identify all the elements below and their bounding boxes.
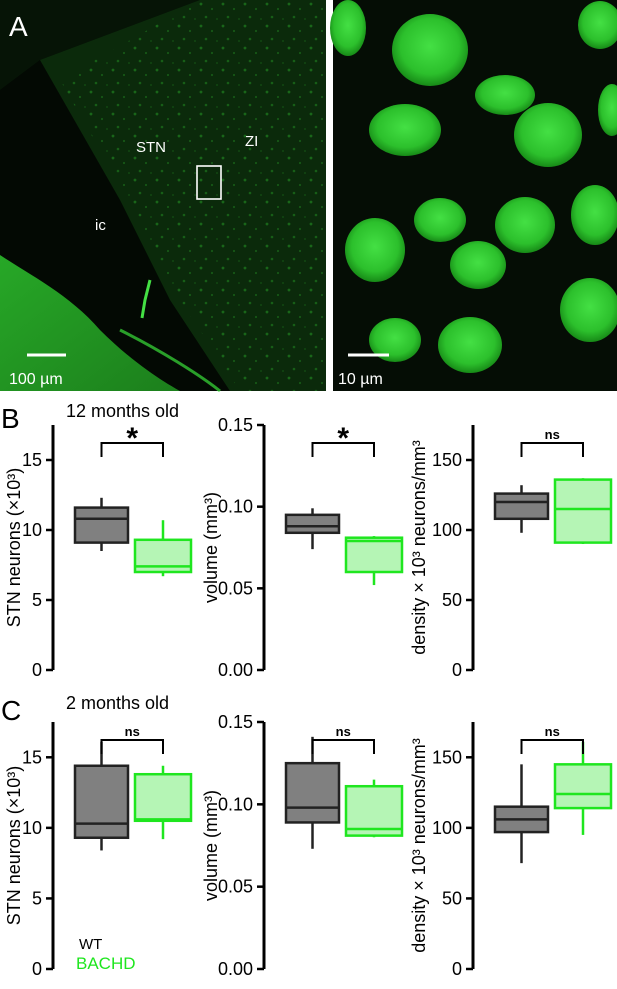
y-axis-label: STN neurons (×10³) [4, 468, 24, 628]
y-tick-label: 100 [432, 818, 462, 838]
y-axis-label: density × 10³ neurons/mm³ [409, 738, 429, 953]
y-tick-label: 0 [32, 660, 42, 680]
y-tick-label: 0.15 [218, 712, 253, 732]
y-tick-label: 0.15 [218, 415, 253, 435]
y-tick-label: 150 [432, 747, 462, 767]
neuron-cell [571, 185, 617, 245]
y-tick-label: 0.05 [218, 578, 253, 598]
y-tick-label: 0.05 [218, 877, 253, 897]
box-plot-2: 0.00 0.05 0.10 0.15 volume (mm³) * [201, 415, 404, 680]
wt-box [493, 492, 550, 521]
y-tick-label: 0.00 [218, 959, 253, 979]
neuron-cell [560, 278, 617, 342]
y-tick-label: 5 [32, 590, 42, 610]
micrograph-closeup: 10 µm [330, 0, 617, 391]
neuron-cell [578, 1, 617, 49]
significance-marker: ns [336, 724, 351, 739]
bachd-box [344, 536, 404, 574]
y-tick-label: 15 [22, 747, 42, 767]
wt-box [73, 506, 130, 544]
significance-bracket [520, 739, 584, 754]
box-plot-5: 0.00 0.05 0.10 0.15 volume (mm³) ns [201, 712, 404, 979]
y-axis-label: volume (mm³) [201, 492, 221, 603]
bachd-box [133, 772, 193, 823]
panel-b-label: B [1, 403, 20, 434]
y-tick-label: 150 [432, 450, 462, 470]
zoom-box [196, 165, 222, 200]
zi-label: ZI [245, 133, 258, 150]
significance-bracket [100, 739, 164, 754]
panel-c-subtitle: 2 months old [66, 693, 169, 713]
micrograph-overview: A STN ZI ic 100 µm [0, 0, 326, 393]
y-tick-label: 100 [432, 520, 462, 540]
significance-marker: ns [545, 427, 560, 442]
significance-marker: * [126, 422, 138, 455]
y-tick-label: 50 [442, 888, 462, 908]
significance-bracket [311, 739, 375, 754]
y-tick-label: 0.00 [218, 660, 253, 680]
neuron-cell [330, 0, 366, 56]
y-tick-label: 0 [32, 959, 42, 979]
bachd-box [344, 784, 404, 837]
ic-label: ic [95, 217, 106, 234]
y-tick-label: 50 [442, 590, 462, 610]
neuron-cell [392, 14, 468, 86]
bright-lower-region [0, 255, 180, 391]
wt-box [73, 764, 130, 839]
y-tick-label: 5 [32, 888, 42, 908]
neuron-cell [438, 317, 502, 373]
legend-wt: WT [79, 936, 102, 953]
y-tick-label: 15 [22, 450, 42, 470]
neuron-cell [598, 84, 617, 136]
vessel [140, 279, 152, 319]
scale-bar-100-label: 100 µm [9, 371, 63, 388]
neuron-cell [514, 103, 582, 167]
significance-marker: ns [545, 724, 560, 739]
wt-box [284, 761, 341, 824]
significance-marker: ns [125, 724, 140, 739]
bachd-box [553, 478, 613, 544]
bachd-box [553, 763, 613, 810]
y-tick-label: 10 [22, 520, 42, 540]
scale-bar-10-label: 10 µm [338, 371, 383, 388]
significance-bracket [311, 442, 375, 457]
y-axis-label: volume (mm³) [201, 790, 221, 901]
neuron-cell [369, 318, 421, 362]
y-tick-label: 0.10 [218, 497, 253, 517]
y-tick-label: 0 [452, 660, 462, 680]
y-tick-label: 0 [452, 959, 462, 979]
neuron-cell [345, 218, 405, 282]
legend-bachd: BACHD [76, 954, 136, 973]
significance-marker: * [337, 422, 349, 455]
stn-label: STN [136, 139, 166, 156]
panel-a-label: A [9, 11, 28, 42]
neuron-cell [450, 241, 506, 289]
y-axis-label: STN neurons (×10³) [4, 766, 24, 926]
neuron-cell [495, 197, 555, 253]
panel-b-subtitle: 12 months old [66, 401, 179, 421]
neuron-cell [369, 104, 441, 156]
y-tick-label: 10 [22, 818, 42, 838]
neuron-cell [414, 198, 466, 242]
wt-box [284, 513, 341, 535]
panel-c-label: C [1, 695, 21, 726]
bright-border [119, 328, 221, 393]
significance-bracket [100, 442, 164, 457]
significance-bracket [520, 442, 584, 457]
y-tick-label: 0.10 [218, 794, 253, 814]
y-axis-label: density × 10³ neurons/mm³ [409, 440, 429, 655]
neuron-cell [475, 75, 535, 115]
